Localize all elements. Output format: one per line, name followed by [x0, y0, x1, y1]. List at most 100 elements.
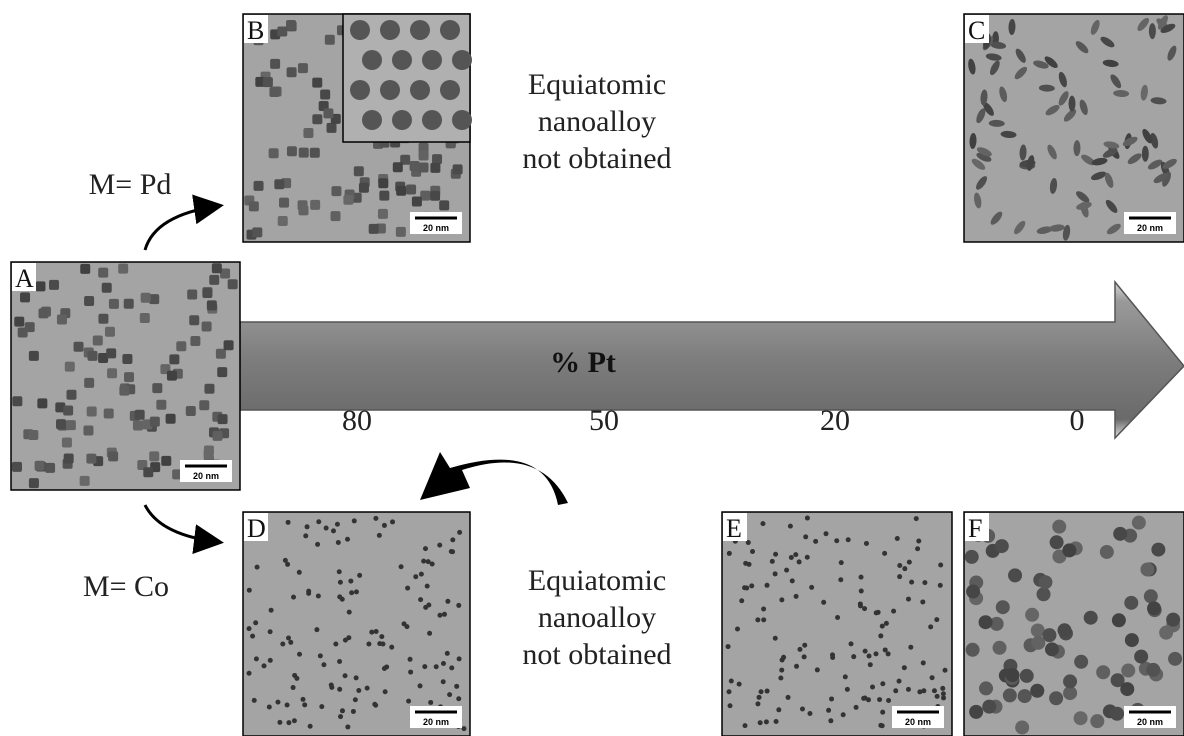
- particle: [1148, 23, 1156, 40]
- particle: [1102, 148, 1118, 158]
- particle: [1110, 673, 1125, 688]
- particle: [830, 655, 836, 661]
- particle: [1008, 568, 1023, 583]
- particle: [1134, 649, 1149, 664]
- particle: [98, 267, 109, 278]
- particle: [1044, 56, 1058, 69]
- particle: [291, 718, 297, 724]
- particle: [314, 627, 320, 633]
- particle: [1150, 97, 1167, 105]
- letter-box: [965, 513, 989, 541]
- particle: [999, 86, 1008, 103]
- particle: [324, 34, 335, 45]
- particle: [990, 41, 1007, 49]
- particle: [55, 419, 66, 430]
- particle: [1036, 587, 1051, 602]
- particle: [376, 532, 382, 538]
- particle: [454, 683, 460, 689]
- particle: [369, 629, 375, 635]
- particle: [934, 693, 940, 699]
- particle: [335, 540, 341, 546]
- particle: [940, 685, 946, 691]
- particle: [1057, 623, 1072, 638]
- arrow-label: % Pt: [550, 346, 616, 379]
- branch-label: M= Co: [83, 570, 169, 603]
- particle: [358, 182, 369, 193]
- back-arrow: [420, 452, 568, 505]
- particle: [942, 667, 948, 673]
- particle: [883, 620, 889, 626]
- particle: [964, 549, 979, 564]
- particle: [323, 525, 329, 531]
- particle: [296, 569, 302, 575]
- particle: [253, 180, 264, 191]
- particle: [215, 348, 226, 359]
- particle: [149, 294, 160, 305]
- particle: [392, 162, 403, 173]
- particle: [934, 617, 940, 623]
- particle: [969, 132, 977, 149]
- particle: [894, 536, 900, 542]
- particle: [1102, 59, 1119, 68]
- particle: [980, 89, 988, 106]
- particle: [772, 571, 778, 577]
- particle: [98, 313, 109, 324]
- particle: [931, 688, 937, 694]
- particle: [1005, 668, 1020, 683]
- particle: [12, 461, 23, 472]
- particle: [291, 594, 297, 600]
- particle: [726, 550, 732, 556]
- particle: [838, 577, 844, 583]
- letter-box: [12, 263, 36, 291]
- particle: [979, 681, 994, 696]
- particle: [1048, 224, 1065, 232]
- particle: [457, 529, 463, 535]
- particle: [867, 662, 873, 668]
- particle: [725, 644, 731, 650]
- particle: [317, 653, 323, 659]
- particle: [992, 640, 1007, 655]
- particle: [1104, 172, 1114, 188]
- particle: [277, 719, 283, 725]
- particle: [1096, 665, 1111, 680]
- particle: [319, 704, 325, 710]
- particle: [447, 692, 453, 698]
- tem-panel: B 20 nm: [242, 13, 472, 243]
- particle: [976, 152, 992, 162]
- tem-panel: F 20 nm: [963, 511, 1184, 736]
- particle: [456, 656, 462, 662]
- particle: [857, 603, 863, 609]
- particle: [796, 559, 802, 565]
- particle: [267, 657, 273, 663]
- particle: [312, 77, 323, 88]
- particle: [870, 684, 876, 690]
- particle: [785, 694, 791, 700]
- particle: [878, 633, 884, 639]
- particle: [108, 451, 119, 462]
- particle: [915, 546, 921, 552]
- particle: [310, 199, 321, 210]
- particle: [166, 370, 177, 381]
- tem-panel: A 20 nm: [10, 261, 241, 491]
- particle: [84, 377, 95, 388]
- particle: [976, 147, 992, 157]
- particle: [988, 119, 1005, 127]
- particle: [1113, 526, 1128, 541]
- particle: [826, 707, 832, 713]
- particle: [277, 215, 288, 226]
- particle: [227, 279, 238, 290]
- particle: [1073, 140, 1081, 157]
- particle: [750, 548, 756, 554]
- particle: [769, 558, 775, 564]
- particle: [1140, 84, 1148, 101]
- particle: [288, 639, 294, 645]
- particle: [286, 67, 297, 78]
- particle: [965, 642, 980, 657]
- particle: [406, 698, 412, 704]
- particle: [761, 606, 767, 612]
- particle: [773, 551, 779, 557]
- co-arrow: [143, 504, 224, 555]
- particle: [1091, 157, 1108, 166]
- particle: [440, 20, 460, 40]
- particle: [966, 584, 981, 599]
